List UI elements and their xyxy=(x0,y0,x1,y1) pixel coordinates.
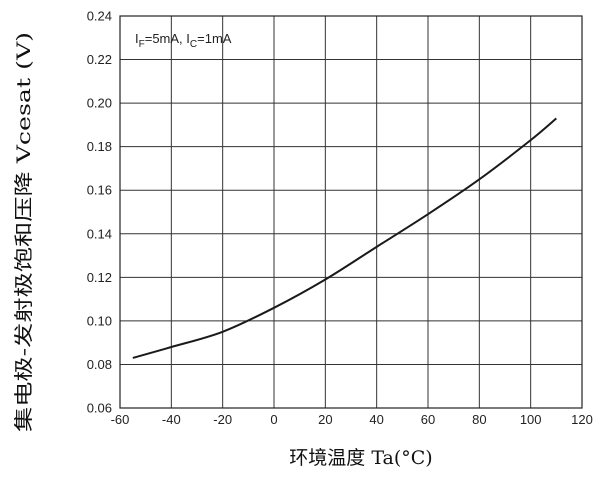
annotation-text: =5mA, I xyxy=(145,31,190,46)
y-tick-label: 0.10 xyxy=(87,313,112,328)
grid xyxy=(120,16,582,408)
x-axis-title: 环境温度 Ta(°C) xyxy=(289,447,432,469)
annotation-subscript: C xyxy=(190,39,197,50)
y-tick-label: 0.12 xyxy=(87,270,112,285)
x-tick-label: 40 xyxy=(369,412,383,427)
x-tick-labels: -60 -40 -20 0 20 40 60 80 100 120 xyxy=(111,412,593,427)
y-tick-label: 0.18 xyxy=(87,139,112,154)
x-tick-label: 80 xyxy=(472,412,486,427)
x-tick-label: -60 xyxy=(111,412,130,427)
y-tick-label: 0.14 xyxy=(87,226,112,241)
y-tick-labels: 0.06 0.08 0.10 0.12 0.14 0.16 0.18 0.20 0.22 0.24 xyxy=(87,9,112,416)
y-tick-label: 0.06 xyxy=(87,401,112,416)
series-layer xyxy=(133,118,557,358)
x-tick-label: 0 xyxy=(270,412,277,427)
x-tick-label: 20 xyxy=(318,412,332,427)
condition-annotation: IF=5mA, IC=1mA xyxy=(135,31,232,50)
series-line xyxy=(133,118,557,358)
annotation-text: =1mA xyxy=(197,31,232,46)
y-tick-label: 0.20 xyxy=(87,96,112,111)
plot-frame xyxy=(120,16,582,408)
x-tick-label: 120 xyxy=(571,412,593,427)
x-tick-label: -40 xyxy=(162,412,181,427)
x-tick-label: 100 xyxy=(520,412,542,427)
x-tick-label: -20 xyxy=(213,412,232,427)
y-axis-title: 集电极-发射极饱和压降 Vcesat (V) xyxy=(13,32,35,432)
y-tick-label: 0.24 xyxy=(87,9,112,24)
x-tick-label: 60 xyxy=(421,412,435,427)
y-tick-label: 0.16 xyxy=(87,183,112,198)
y-tick-label: 0.22 xyxy=(87,52,112,67)
y-tick-label: 0.08 xyxy=(87,357,112,372)
